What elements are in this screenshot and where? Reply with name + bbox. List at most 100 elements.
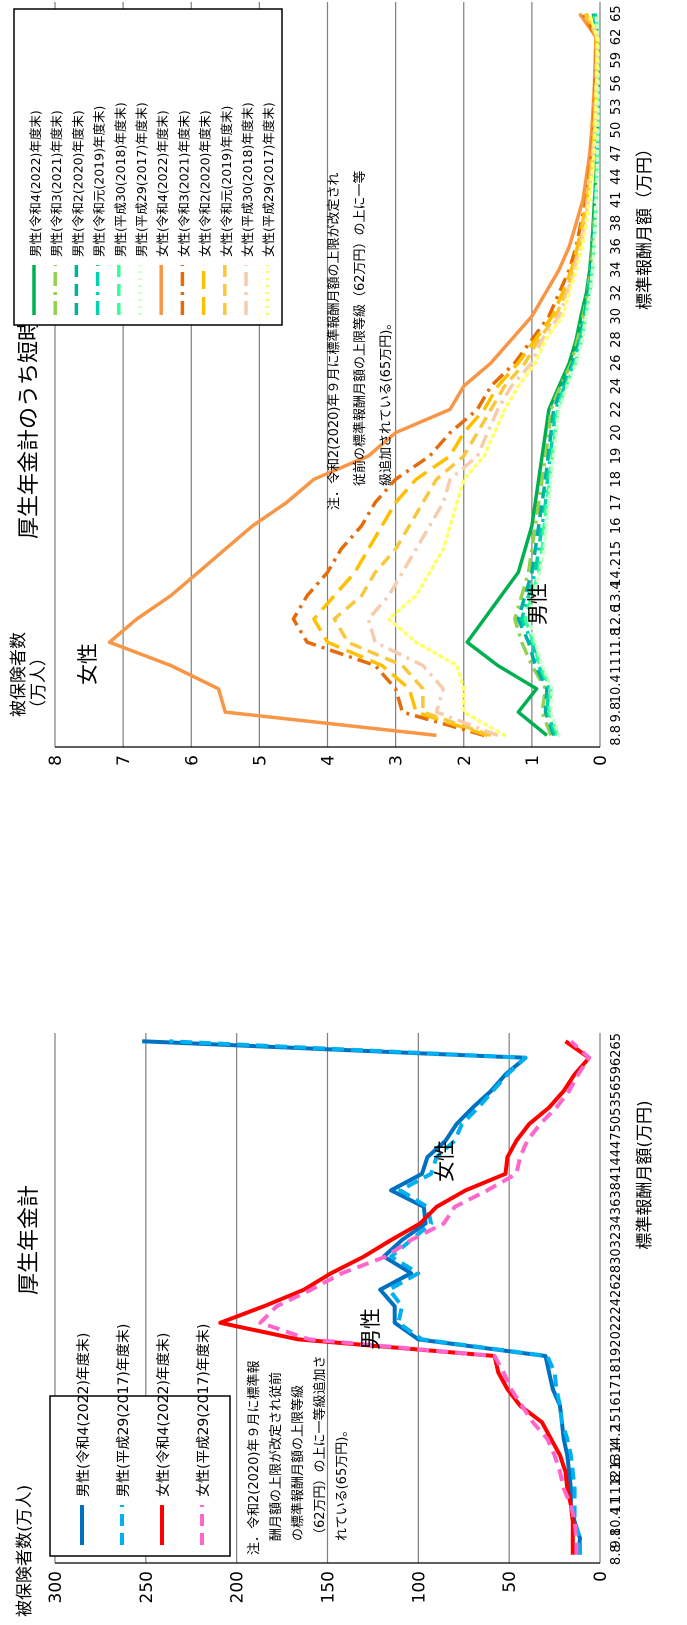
x-tick-label: 15 [609, 1414, 624, 1431]
x-tick-label: 22 [609, 1315, 624, 1332]
x-tick-label: 53 [609, 98, 624, 115]
x-tick-label: 22 [609, 401, 624, 418]
x-tick-label: 44 [609, 168, 624, 185]
x-tick-label: 34 [609, 261, 624, 278]
x-axis-label: 標準報酬月額（万円） [635, 140, 655, 310]
x-tick-label: 32 [609, 285, 624, 302]
y-tick-label: 50 [500, 1571, 520, 1593]
series-line [523, 13, 600, 737]
series-line [332, 12, 599, 738]
x-tick-label: 56 [609, 1083, 624, 1100]
x-tick-label: 65 [609, 5, 624, 22]
x-tick-label: 41 [609, 1166, 624, 1183]
legend-label: 男性(平成30(2018)年度末) [113, 102, 128, 257]
x-tick-label: 17 [609, 1381, 624, 1398]
y-tick-label: 5 [250, 755, 270, 766]
y-tick-labels: 0 1 2 3 4 5 6 7 8 [46, 755, 611, 766]
x-tick-label: 32 [609, 1232, 624, 1249]
legend: 男性(令和4(2022)年度末) 男性(令和3(2021)年度末) 男性(令和2(2… [13, 8, 283, 326]
legend-label: 男性(平成29(2017)年度末) [134, 102, 149, 257]
x-tick-label: 59 [609, 1066, 624, 1083]
x-tick-label: 11.8 [609, 1474, 624, 1503]
y-tick-label: 3 [387, 755, 407, 766]
x-tick-label: 11.8 [609, 628, 624, 657]
chart-title: 厚生年金計 [17, 1185, 42, 1295]
note-line: れている(65万円)。 [335, 1424, 350, 1541]
series-line [258, 1039, 592, 1555]
series-line [218, 1039, 592, 1555]
x-tick-label: 38 [609, 215, 624, 232]
x-tick-label: 10.4 [609, 1507, 624, 1536]
annotation-female: 女性 [76, 643, 100, 685]
x-tick-label: 24 [609, 1298, 624, 1315]
legend-label: 女性(平成29(2017)年度末) [195, 1324, 212, 1497]
x-tick-label: 30 [609, 1248, 624, 1265]
annotation-female: 女性 [433, 1140, 457, 1182]
y-tick-label: 0 [591, 755, 611, 766]
x-tick-label: 50 [609, 122, 624, 139]
x-tick-label: 26 [609, 355, 624, 372]
note: 注．令和2(2020)年９月に標準報酬月額の上限が改定され従前の標準報酬月額の上… [326, 170, 394, 510]
legend-label: 男性(平成29(2017)年度末) [116, 1324, 132, 1497]
y-tick-label: 150 [319, 1571, 339, 1603]
x-tick-labels: 8.89.810.41111.812.613.414.2151617181920… [609, 1033, 624, 1565]
series-line [169, 1039, 582, 1555]
x-tick-label: 14.2 [609, 558, 624, 587]
legend-label: 女性(令和4(2022)年度末) [155, 1333, 172, 1497]
x-tick-label: 14.2 [609, 1424, 624, 1453]
x-tick-label: 20 [609, 1331, 624, 1348]
note-line: 注．令和2(2020)年９月に標準報酬月額の上限が改定され [326, 173, 342, 511]
x-tick-label: 8.8 [609, 1544, 624, 1565]
x-tick-label: 11 [609, 657, 624, 674]
x-tick-labels: 8.89.810.41111.812.613.414.2151617181920… [609, 5, 624, 745]
x-tick-label: 36 [609, 1199, 624, 1216]
series-line [312, 12, 599, 738]
x-tick-label: 18 [609, 1364, 624, 1381]
x-tick-label: 16 [609, 1397, 624, 1414]
y-axis-label: 被保険者数(万人) [15, 1485, 35, 1617]
x-tick-label: 16 [609, 518, 624, 535]
x-tick-label: 19 [609, 1348, 624, 1365]
y-tick-label: 200 [228, 1571, 248, 1603]
x-tick-label: 20 [609, 424, 624, 441]
legend-label: 女性(令和3(2021)年度末) [176, 110, 191, 257]
legend-label: 女性(平成29(2017)年度末) [261, 102, 276, 257]
note-line: 酬月額の上限が改定され従前 [268, 1372, 284, 1541]
x-tick-label: 36 [609, 238, 624, 255]
x-tick-label: 13.4 [609, 581, 624, 610]
x-tick-label: 41 [609, 192, 624, 209]
x-tick-label: 18 [609, 471, 624, 488]
series-lines [142, 1039, 592, 1555]
legend-label: 女性(令和4(2022)年度末) [155, 110, 170, 257]
x-tick-label: 15 [609, 541, 624, 558]
y-tick-label: 0 [591, 1571, 611, 1582]
x-tick-label: 19 [609, 448, 624, 465]
x-tick-label: 12.6 [609, 604, 624, 633]
x-tick-label: 62 [609, 29, 624, 46]
x-tick-label: 44 [609, 1149, 624, 1166]
series-line [526, 11, 600, 738]
legend-label: 女性(令和2(2020)年度末) [198, 110, 213, 257]
note-line: （62万円）の上に一等級追加さ [312, 1355, 328, 1541]
y-tick-label: 1 [523, 755, 543, 766]
x-tick-label: 30 [609, 308, 624, 325]
legend-label: 男性(令和4(2022)年度末) [76, 1333, 92, 1497]
legend: 男性(令和4(2022)年度末) 男性(平成29(2017)年度末) 女性(令和4(… [49, 1324, 231, 1557]
x-axis-label: 標準報酬月額(万円) [635, 1100, 655, 1249]
series-line [142, 1039, 582, 1555]
series-line [387, 11, 600, 738]
legend-label: 男性(令和2(2020)年度末) [70, 110, 85, 257]
legend-label: 男性(令和元(2019)年度末) [92, 106, 107, 257]
x-tick-label: 65 [609, 1033, 624, 1050]
y-axis-label-line1: 被保険者数 [9, 632, 29, 717]
legend-label: 男性(令和4(2022)年度末) [28, 110, 43, 257]
legend-label: 男性(令和3(2021)年度末) [49, 110, 64, 257]
y-tick-label: 250 [137, 1571, 157, 1603]
y-tick-label: 300 [46, 1571, 66, 1603]
y-tick-label: 8 [46, 755, 66, 766]
series-line [107, 12, 598, 738]
x-tick-label: 59 [609, 52, 624, 69]
